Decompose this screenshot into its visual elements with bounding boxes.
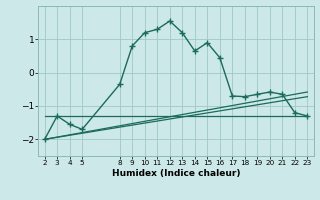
X-axis label: Humidex (Indice chaleur): Humidex (Indice chaleur) [112,169,240,178]
